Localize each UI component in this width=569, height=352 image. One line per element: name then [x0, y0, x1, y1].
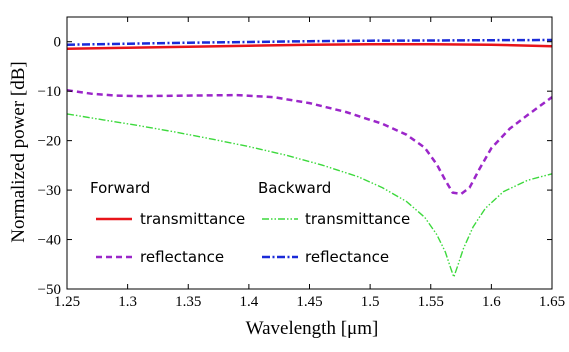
ticks-layer — [66, 17, 553, 290]
tick-labels-layer: 1.25 1.3 1.35 1.4 1.45 1.5 1.55 1.6 1.65 0 −10 −20 −… — [38, 35, 566, 310]
legend: Forward Backward transmittance transmitt… — [90, 179, 410, 266]
legend-label-forward-transmittance: transmittance — [140, 210, 245, 228]
y-tick-label: −30 — [38, 183, 61, 199]
x-tick-label: 1.35 — [175, 294, 201, 310]
x-tick-label: 1.65 — [539, 294, 565, 310]
x-tick-label: 1.25 — [54, 294, 80, 310]
series-line-forward-reflectance — [66, 88, 553, 196]
x-tick-label: 1.6 — [482, 294, 501, 310]
x-tick-label: 1.4 — [240, 294, 259, 310]
y-tick-label: −40 — [38, 233, 61, 249]
y-axis-title: Normalized power [dB] — [8, 61, 29, 243]
y-tick-label: −10 — [38, 84, 61, 100]
series-line-backward-transmittance — [66, 113, 553, 278]
legend-label-forward-reflectance: reflectance — [140, 248, 224, 266]
y-tick-label: −20 — [38, 134, 61, 150]
series-layer — [66, 38, 553, 278]
x-tick-label: 1.45 — [296, 294, 322, 310]
legend-group-backward: Backward — [258, 179, 331, 197]
series-line-backward-reflectance — [66, 38, 553, 46]
series-line-forward-transmittance — [66, 42, 553, 50]
x-axis-title: Wavelength [μm] — [246, 318, 379, 339]
x-tick-label: 1.5 — [361, 294, 380, 310]
legend-label-backward-transmittance: transmittance — [305, 210, 410, 228]
y-tick-label: 0 — [54, 35, 62, 51]
y-tick-label: −50 — [38, 282, 61, 298]
x-tick-label: 1.55 — [418, 294, 444, 310]
legend-group-forward: Forward — [90, 179, 150, 197]
legend-label-backward-reflectance: reflectance — [305, 248, 389, 266]
x-tick-label: 1.3 — [118, 294, 137, 310]
